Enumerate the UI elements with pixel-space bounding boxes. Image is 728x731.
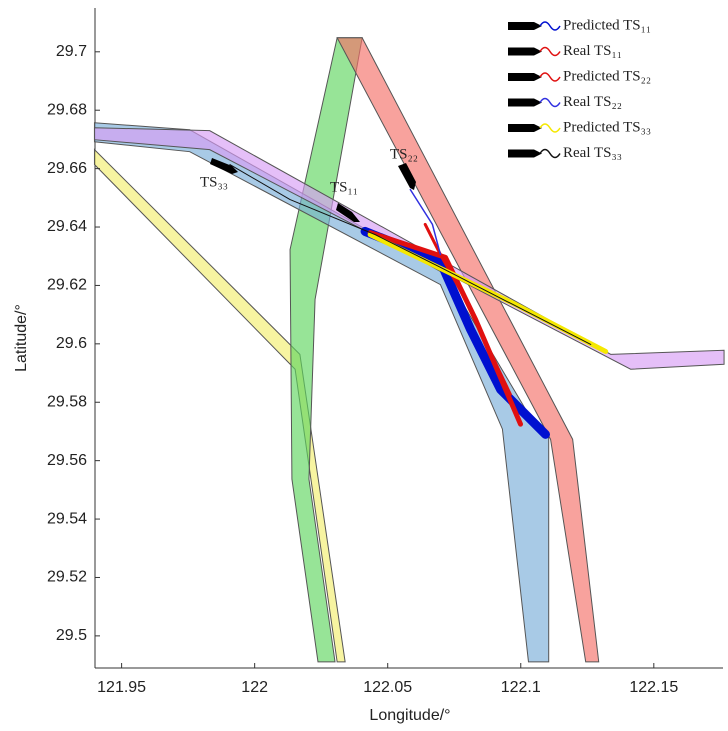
uncertainty-band <box>336 37 600 663</box>
legend: Predicted TS₁₁ Real TS₁₁ Predicted TS₂₂ Rea… <box>508 17 651 161</box>
trajectories <box>229 164 609 439</box>
x-tick-label: 121.95 <box>97 679 146 696</box>
trajectory <box>409 188 442 256</box>
legend-swatch <box>539 123 561 133</box>
ship-label: TS₁₁ <box>330 179 358 195</box>
trajectory <box>367 232 609 354</box>
ship-label: TS₂₂ <box>390 146 418 162</box>
legend-ship <box>508 149 542 158</box>
legend-swatch <box>539 46 561 57</box>
legend-label: Predicted TS₁₁ <box>563 17 651 33</box>
trajectory <box>360 226 551 439</box>
legend-label: Real TS₂₂ <box>563 94 622 110</box>
trajectory <box>229 164 592 345</box>
y-tick-label: 29.62 <box>47 277 87 294</box>
legend-label: Real TS₁₁ <box>563 43 622 59</box>
y-tick-label: 29.68 <box>47 101 87 118</box>
legend-label: Predicted TS₃₃ <box>563 119 651 135</box>
ship-label: TS₃₃ <box>200 174 228 190</box>
ship-icon <box>336 203 360 222</box>
ship-icon <box>398 163 416 190</box>
legend-label: Real TS₃₃ <box>563 145 622 161</box>
y-tick-label: 29.66 <box>47 160 87 177</box>
y-tick-label: 29.58 <box>47 393 87 410</box>
legend-swatch <box>539 97 561 108</box>
ships <box>210 158 416 222</box>
legend-ship <box>508 22 542 30</box>
y-tick-label: 29.52 <box>47 569 87 586</box>
y-tick-label: 29.7 <box>56 43 87 60</box>
legend-ship <box>508 124 542 132</box>
x-axis-label: Longitude/° <box>369 707 450 724</box>
legend-swatch <box>539 148 561 159</box>
x-tick-label: 122.15 <box>629 679 678 696</box>
y-tick-label: 29.56 <box>47 452 87 469</box>
x-tick-label: 122.1 <box>501 679 541 696</box>
legend-ship <box>508 47 542 56</box>
legend-label: Predicted TS₂₂ <box>563 68 651 84</box>
legend-swatch <box>539 72 561 82</box>
legend-swatch <box>539 21 561 31</box>
ship-icon <box>210 158 238 174</box>
x-tick-label: 122.05 <box>363 679 412 696</box>
legend-ship <box>508 73 542 81</box>
y-tick-label: 29.5 <box>56 627 87 644</box>
y-axis-label: Latitude/° <box>13 304 30 372</box>
y-tick-label: 29.64 <box>47 218 87 235</box>
legend-ship <box>508 98 542 107</box>
x-tick-label: 122 <box>241 679 268 696</box>
y-tick-label: 29.54 <box>47 510 87 527</box>
y-tick-label: 29.6 <box>56 335 87 352</box>
